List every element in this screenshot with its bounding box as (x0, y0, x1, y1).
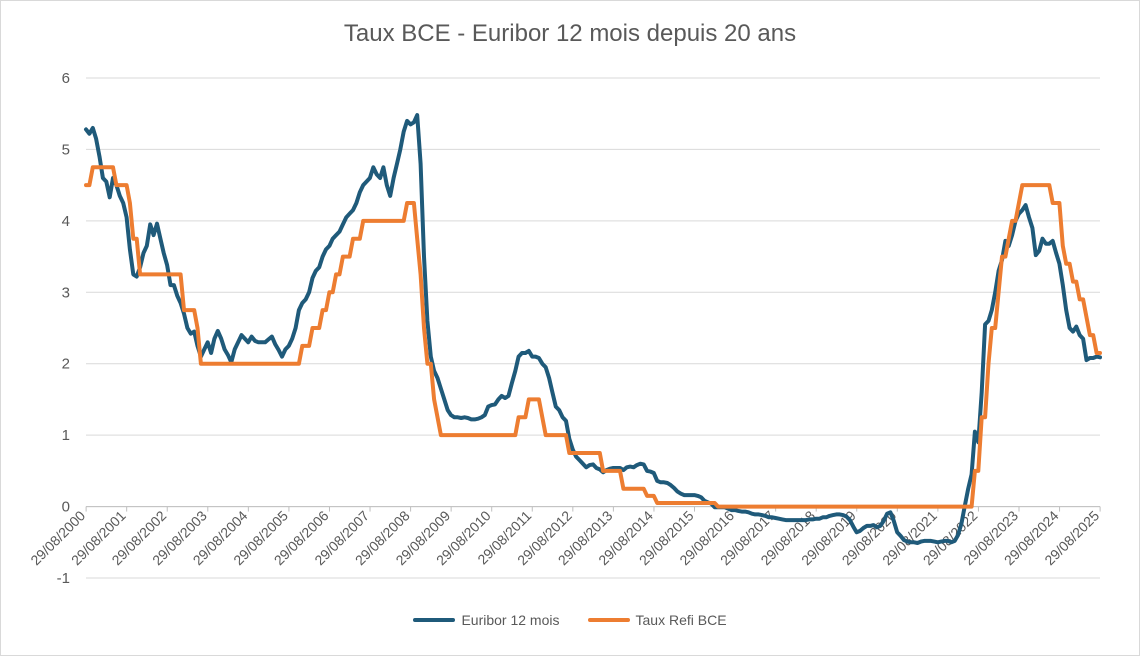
series-line-euribor-12-mois (84, 113, 1102, 545)
legend-item-euribor: Euribor 12 mois (413, 612, 560, 628)
x-axis: 29/08/200029/08/200129/08/200229/08/2003… (27, 506, 1102, 568)
y-tick-label-2: 1 (62, 427, 70, 444)
legend-label-euribor: Euribor 12 mois (461, 612, 560, 628)
y-tick-label-3: 2 (62, 356, 70, 373)
y-tick-label-4: 3 (62, 284, 70, 301)
y-tick-label-0: -1 (57, 570, 70, 587)
y-tick-label-6: 5 (62, 141, 70, 158)
grid-layer (86, 77, 1100, 579)
legend-swatch-refi (587, 618, 630, 622)
legend-item-refi: Taux Refi BCE (587, 612, 727, 628)
y-tick-label-1: 0 (62, 499, 70, 516)
legend-swatch-euribor (413, 618, 456, 622)
chart-title: Taux BCE - Euribor 12 mois depuis 20 ans (343, 20, 797, 47)
y-tick-label-5: 4 (62, 213, 70, 230)
legend-label-refi: Taux Refi BCE (635, 612, 727, 628)
y-tick-label-7: 6 (62, 70, 70, 87)
series-line-taux-refi-bce (84, 165, 1102, 509)
y-axis: -1 0 1 2 3 4 5 6 (57, 70, 70, 587)
legend: Euribor 12 mois Taux Refi BCE (0, 612, 1140, 628)
series-layer (84, 113, 1102, 545)
